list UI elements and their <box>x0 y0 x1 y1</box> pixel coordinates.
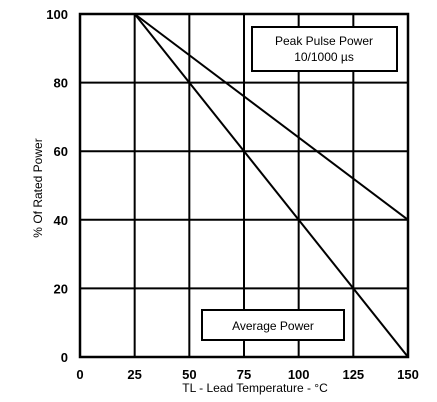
x-tick-label-25: 25 <box>127 367 141 382</box>
x-tick-label-75: 75 <box>237 367 251 382</box>
y-tick-label-60: 60 <box>54 144 68 159</box>
x-tick-labels: 0 25 50 75 100 125 150 <box>76 367 418 382</box>
y-tick-labels: 0 20 40 60 80 100 <box>46 7 68 365</box>
series-lines <box>133 13 409 358</box>
x-tick-label-150: 150 <box>397 367 419 382</box>
y-axis-title: % Of Rated Power <box>31 138 45 237</box>
y-tick-label-100: 100 <box>46 7 68 22</box>
x-tick-label-125: 125 <box>342 367 364 382</box>
series-line-average-power <box>133 13 409 358</box>
peak-pulse-power-legend-box: Peak Pulse Power 10/1000 µs <box>251 26 398 72</box>
peak-pulse-power-sublabel: 10/1000 µs <box>294 50 354 64</box>
average-power-label: Average Power <box>232 319 314 333</box>
x-tick-label-0: 0 <box>76 367 83 382</box>
x-axis-title: TL - Lead Temperature - °C <box>182 381 328 395</box>
y-tick-label-40: 40 <box>54 213 68 228</box>
x-tick-label-100: 100 <box>288 367 310 382</box>
y-tick-label-80: 80 <box>54 76 68 91</box>
peak-pulse-power-label: Peak Pulse Power <box>275 34 373 48</box>
x-tick-label-50: 50 <box>182 367 196 382</box>
y-tick-label-0: 0 <box>61 350 68 365</box>
plot-frame <box>78 12 410 359</box>
average-power-legend-box: Average Power <box>201 309 345 341</box>
series-line-peak-pulse-power <box>134 13 409 221</box>
y-tick-label-20: 20 <box>54 281 68 296</box>
